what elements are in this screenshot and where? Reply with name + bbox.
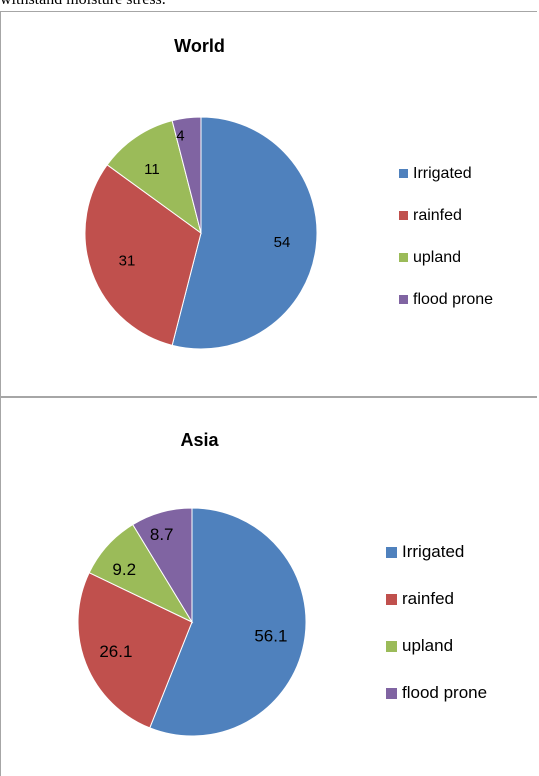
page-text-fragment: withstand moisture stress. [0,0,166,10]
legend-label: upland [402,636,454,655]
slice-label-rainfed: 31 [119,252,136,269]
pie-slice-rainfed [77,572,193,729]
pie-slice-irrigated [171,116,318,350]
world-pie: 54 31 11 4 [84,116,318,350]
legend-label: Irrigated [402,542,465,561]
world-chart: World 54 31 11 4 Irrigated rainfed upland floo… [0,11,537,398]
pie-slice-rainfed [84,164,202,346]
legend-label: Irrigated [413,165,472,182]
legend-swatch [399,295,408,304]
slice-label-irrigated: 54 [274,234,291,251]
legend-swatch [399,211,408,220]
pie-slice-irrigated [149,507,307,737]
asia-chart: Asia 56.1 26.1 9.2 8.7 Irrigated rainfed upla… [0,398,537,776]
legend-swatch [399,169,408,178]
legend-swatch [386,688,397,699]
legend-label: upland [413,249,462,266]
legend-swatch [386,594,397,605]
asia-pie: 56.1 26.1 9.2 8.7 [77,507,307,737]
chart-title-world: World [174,36,225,56]
pie-slice-flood-prone [171,116,202,234]
legend-label: flood prone [413,291,494,308]
slice-label-irrigated: 56.1 [254,627,287,646]
chart-title-asia: Asia [180,430,219,450]
legend-swatch [386,641,397,652]
legend-label: rainfed [413,207,462,224]
slice-label-flood-prone: 8.7 [150,525,174,544]
slice-label-upland: 9.2 [112,560,136,579]
pie-slice-upland [106,120,202,235]
legend-label: flood prone [402,683,488,702]
slice-label-upland: 11 [144,161,160,178]
slice-label-flood-prone: 4 [176,128,184,145]
legend-swatch [386,547,397,558]
legend-swatch [399,253,408,262]
pie-slice-flood-prone [132,507,193,624]
slice-label-rainfed: 26.1 [99,642,132,661]
legend-label: rainfed [402,589,454,608]
